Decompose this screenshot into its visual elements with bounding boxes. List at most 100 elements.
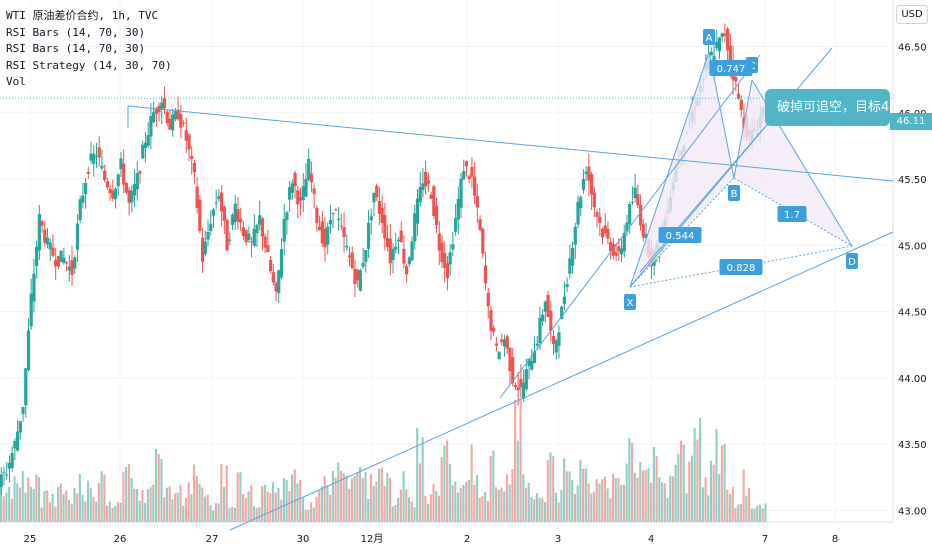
- pattern-label: B: [731, 189, 738, 200]
- volume-bar: [359, 466, 362, 522]
- candle-body: [524, 369, 528, 390]
- chart-legend: WTI 原油差价合约, 1h, TVC RSI Bars (14, 70, 30…: [6, 8, 172, 91]
- volume-bar: [43, 491, 46, 522]
- candle-body: [307, 158, 311, 180]
- volume-bar: [320, 486, 324, 522]
- volume-bar: [274, 492, 277, 522]
- candle-body: [549, 310, 553, 331]
- candle-body: [372, 192, 376, 203]
- volume-bar: [660, 482, 664, 522]
- candle-body: [546, 294, 550, 317]
- volume-bar: [669, 475, 672, 522]
- volume-bar: [266, 491, 269, 522]
- candle-body: [638, 204, 643, 226]
- volume-bar: [429, 494, 432, 522]
- volume-bar: [399, 489, 402, 522]
- volume-bar: [70, 504, 73, 522]
- volume-bar: [639, 462, 642, 522]
- volume-bar: [174, 493, 177, 522]
- volume-bar: [421, 437, 424, 522]
- volume-bar: [195, 475, 198, 522]
- candle-body: [500, 339, 504, 343]
- y-tick-label: 44.00: [898, 374, 927, 385]
- volume-bar: [184, 498, 188, 522]
- volume-bar: [625, 463, 628, 522]
- candle-body: [48, 242, 52, 250]
- volume-bar: [203, 496, 207, 522]
- candle-body: [111, 190, 115, 199]
- volume-bar: [715, 429, 718, 522]
- volume-bar: [435, 490, 438, 522]
- volume-bar: [522, 474, 525, 522]
- candle-body: [279, 249, 284, 278]
- candle-body: [160, 102, 164, 110]
- x-tick-label: 7: [762, 534, 768, 545]
- volume-bar: [620, 484, 623, 522]
- candle-body: [726, 28, 730, 51]
- candle-body: [203, 241, 207, 255]
- candle-body: [394, 246, 398, 250]
- volume-bar: [750, 508, 753, 522]
- volume-bar: [356, 472, 359, 522]
- candle-body: [581, 178, 586, 190]
- volume-bar: [734, 507, 737, 522]
- volume-bar: [427, 503, 430, 522]
- y-tick-label: 43.50: [898, 440, 927, 451]
- candle-body: [568, 258, 572, 274]
- volume-bar: [565, 471, 568, 522]
- candle-body: [152, 112, 156, 123]
- volume-bar: [598, 483, 601, 522]
- candle-body: [598, 216, 602, 223]
- volume-bar: [467, 479, 470, 522]
- legend-indicator-volume[interactable]: Vol: [6, 75, 26, 88]
- volume-bar: [375, 481, 378, 522]
- volume-bar: [761, 508, 764, 522]
- volume-bar: [571, 479, 574, 522]
- candle-body: [600, 228, 605, 238]
- candle-body: [505, 336, 509, 349]
- volume-bar: [718, 474, 721, 522]
- volume-bar: [541, 498, 544, 522]
- volume-bar: [271, 482, 275, 522]
- candle-body: [326, 226, 330, 245]
- legend-indicator-rsi-bars-1[interactable]: RSI Bars (14, 70, 30): [6, 25, 146, 39]
- volume-bar: [350, 478, 353, 522]
- volume-bar: [119, 502, 122, 522]
- candle-body: [192, 162, 197, 173]
- candle-body: [508, 347, 512, 372]
- volume-bar: [633, 472, 636, 522]
- candle-body: [187, 134, 191, 150]
- candle-body: [489, 310, 493, 331]
- candle-body: [277, 270, 281, 294]
- volume-bar: [198, 483, 201, 522]
- candle-body: [350, 252, 354, 268]
- volume-bar: [372, 485, 375, 522]
- volume-bar: [533, 499, 536, 522]
- volume-bar: [364, 472, 367, 522]
- candle-body: [418, 187, 422, 203]
- candle-body: [511, 357, 515, 384]
- candle-body: [220, 192, 224, 212]
- candle-body: [285, 212, 289, 220]
- x-tick-label: 8: [832, 534, 838, 545]
- volume-bar: [51, 494, 54, 522]
- volume-bar: [489, 456, 492, 522]
- candle-body: [519, 378, 523, 388]
- volume-bar: [530, 497, 533, 522]
- candle-body: [122, 163, 126, 185]
- legend-indicator-rsi-bars-2[interactable]: RSI Bars (14, 70, 30): [6, 42, 146, 55]
- candle-body: [361, 262, 365, 267]
- volume-bar: [524, 487, 528, 522]
- candle-body: [89, 153, 93, 161]
- candle-body: [445, 263, 450, 279]
- legend-indicator-rsi-strategy[interactable]: RSI Strategy (14, 30, 70): [6, 58, 172, 72]
- volume-bar: [312, 507, 315, 522]
- candle-body: [424, 171, 428, 187]
- annotation-callout[interactable]: 破掉可追空，目标45.: [765, 89, 890, 126]
- candle-body: [339, 225, 343, 227]
- currency-button[interactable]: USD: [896, 5, 928, 24]
- volume-bar: [446, 440, 449, 522]
- volume-bar: [666, 497, 669, 522]
- volume-bar: [35, 474, 38, 522]
